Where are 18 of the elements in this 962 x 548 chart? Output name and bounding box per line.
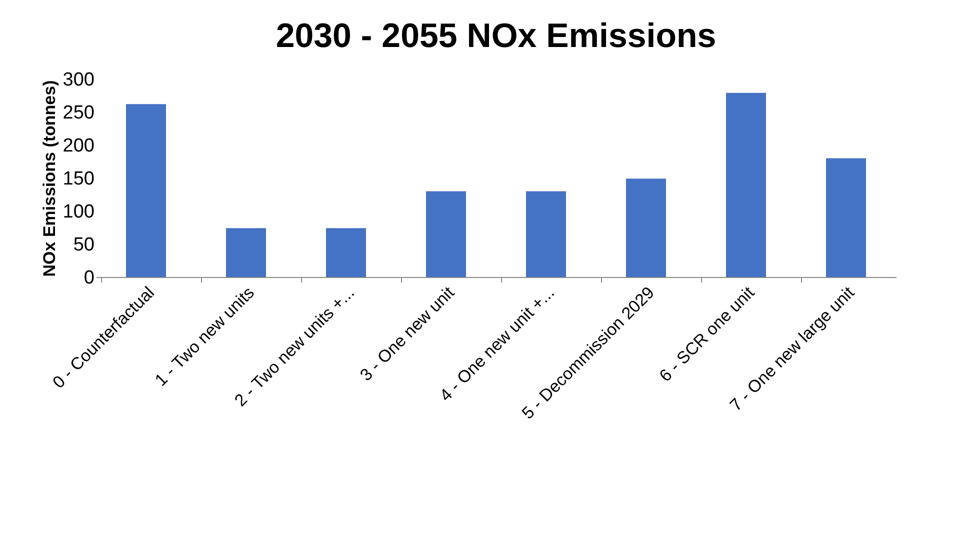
y-tick-label: 50 (73, 234, 94, 256)
y-axis-title: NOx Emissions (tonnes) (40, 80, 59, 277)
y-tick-label: 300 (62, 70, 94, 90)
y-tick-label: 250 (62, 102, 94, 124)
bar (326, 228, 366, 277)
y-tick-label: 100 (62, 202, 94, 222)
bar (626, 178, 666, 277)
x-tick-label: 3 - One new unit (356, 282, 458, 385)
y-tick-label: 200 (62, 136, 94, 156)
bar (826, 158, 866, 277)
bar (526, 191, 566, 277)
bar (126, 104, 166, 277)
y-tick-label: 150 (62, 168, 94, 190)
bar (226, 228, 266, 277)
bar (726, 92, 766, 277)
bar (426, 191, 466, 277)
chart-title: 2030 - 2055 NOx Emissions (276, 17, 716, 55)
y-tick-label: 0 (84, 268, 94, 288)
